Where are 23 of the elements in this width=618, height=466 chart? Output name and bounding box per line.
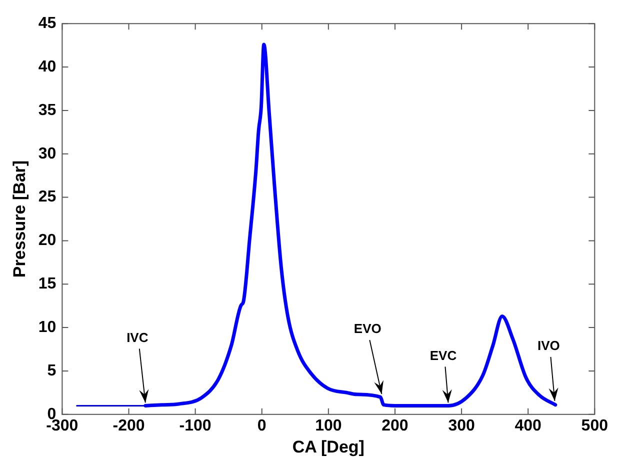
y-tick-label: 20	[38, 232, 56, 250]
y-tick-label: 25	[38, 188, 56, 206]
x-tick-label: 200	[382, 417, 408, 434]
y-tick-label: 15	[38, 276, 56, 293]
x-axis-title: CA [Deg]	[292, 437, 364, 456]
y-tick-label: 30	[38, 145, 56, 162]
y-tick-label: 40	[38, 58, 56, 76]
annotation: IVO	[538, 338, 560, 354]
x-tick-label: -100	[179, 417, 212, 434]
y-tick-label: 5	[47, 362, 56, 380]
y-tick-label: 10	[38, 318, 56, 336]
annotation: IVC	[126, 330, 149, 345]
x-tick-label: 500	[581, 417, 608, 434]
x-tick-label: 300	[448, 417, 475, 434]
x-tick-label: 400	[514, 417, 542, 434]
y-tick-label: 45	[38, 15, 56, 32]
x-tick-label: 100	[315, 417, 342, 434]
y-axis-title: Pressure [Bar]	[10, 160, 29, 278]
x-tick-label: 0	[257, 417, 266, 434]
y-tick-label: 35	[38, 102, 56, 119]
x-tick-label: -200	[112, 417, 145, 434]
annotation: EVC	[430, 348, 458, 363]
annotation: EVO	[354, 321, 382, 336]
